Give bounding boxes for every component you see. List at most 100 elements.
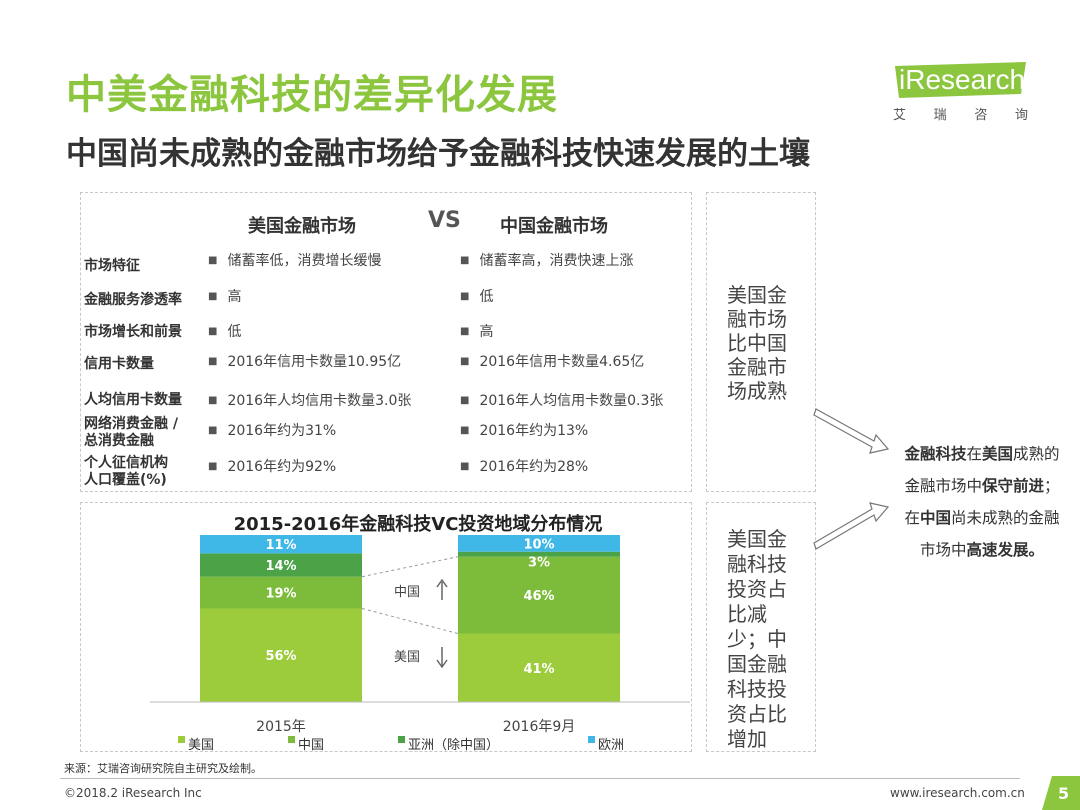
page-number: 5: [1058, 784, 1070, 803]
us-cell: 高: [208, 286, 241, 306]
legend-swatch: [398, 736, 405, 743]
cn-market-header: 中国金融市场: [500, 216, 608, 237]
pointer-arrows: [813, 408, 890, 550]
conclusion-text: 高速发展。: [966, 541, 1045, 559]
data-label: 19%: [265, 587, 296, 602]
cn-cell: 2016年约为13%: [460, 420, 588, 440]
row-label: 网络消费金融 / 总消费金融: [84, 416, 178, 449]
row-label: 信用卡数量: [84, 356, 154, 372]
annotation-label: 中国: [394, 585, 420, 600]
bar-segment: [200, 608, 362, 702]
conclusion-text: 中国: [919, 509, 951, 527]
x-tick-label: 2016年9月: [503, 719, 576, 735]
side-note-2: 美国金融科技投资占比减少；中国金融科技投资占比增加: [727, 527, 787, 751]
data-label: 14%: [265, 559, 296, 574]
us-cell: 2016年信用卡数量10.95亿: [208, 351, 401, 371]
connector-line: [361, 556, 459, 578]
vc-distribution-chart: 2015-2016年金融科技VC投资地域分布情况 56% 19% 14% 11% 2015…: [150, 513, 690, 753]
arrow-up-icon: [436, 578, 448, 600]
vs-label: VS: [428, 208, 461, 233]
bar-segment: [458, 556, 620, 634]
logo-cn-char: 艾: [893, 108, 907, 123]
us-cell: 2016年约为92%: [208, 456, 336, 476]
conclusion-text: 成熟的: [1013, 445, 1060, 463]
side-note-1: 美国金融市场比中国金融市场成熟: [727, 283, 787, 403]
bar-segment: [458, 551, 620, 557]
logo-banner-icon: [895, 62, 1026, 98]
website: www.iresearch.com.cn: [890, 786, 1025, 800]
side-note-panel-1: 美国金融市场比中国金融市场成熟: [706, 192, 816, 492]
conclusion-line-2: 金融市场中保守前进；: [884, 470, 1080, 502]
conclusion-line-4: 市场中高速发展。: [884, 534, 1080, 566]
data-label: 11%: [265, 538, 296, 553]
us-cell: 2016年约为31%: [208, 420, 336, 440]
us-market-header: 美国金融市场: [248, 216, 356, 237]
conclusion-text: 市场中: [919, 541, 967, 559]
source-note: 来源：艾瑞咨询研究院自主研究及绘制。: [64, 762, 262, 775]
chart-panel: [80, 502, 692, 752]
legend-label: 中国: [298, 738, 324, 753]
us-cell: 储蓄率低，消费增长缓慢: [208, 250, 381, 270]
row-label: 个人征信机构 人口覆盖(%): [84, 455, 168, 488]
page-number-tab: 5: [1042, 776, 1080, 810]
cn-cell: 低: [460, 286, 493, 306]
cn-cell: 储蓄率高，消费快速上涨: [460, 250, 633, 270]
connector-line: [361, 607, 459, 635]
logo-word-i: i: [899, 64, 906, 95]
iresearch-logo: iResearch 艾 瑞 咨 询: [893, 60, 1028, 130]
conclusion-line-1: 金融科技在美国成熟的: [884, 438, 1080, 470]
bar-segment: [200, 553, 362, 577]
data-label: 3%: [528, 556, 550, 571]
data-label: 41%: [523, 662, 554, 677]
conclusion-text: 金融科技在美国成熟的 金融市场中保守前进； 在中国尚未成熟的金融 市场中高速发展…: [884, 438, 1080, 566]
logo-cn-char: 咨: [974, 108, 988, 123]
legend-label: 亚洲（除中国）: [408, 738, 499, 753]
data-label: 46%: [523, 589, 554, 604]
annotation-label: 美国: [394, 650, 420, 665]
conclusion-text: 美国: [982, 445, 1014, 463]
cn-cell: 高: [460, 321, 493, 341]
logo-cn-char: 瑞: [933, 108, 947, 123]
bar-segment: [458, 535, 620, 552]
cn-cell: 2016年约为28%: [460, 456, 588, 476]
page-subtitle: 中国尚未成熟的金融市场给予金融科技快速发展的土壤: [66, 136, 810, 172]
conclusion-text: 金融市场中: [904, 477, 982, 495]
bar-segment: [200, 576, 362, 609]
conclusion-line-3: 在中国尚未成熟的金融: [884, 502, 1080, 534]
logo-cn-char: 询: [1014, 108, 1028, 123]
bar-segment: [458, 633, 620, 702]
bar-segment: [200, 535, 362, 554]
legend-swatch: [178, 736, 185, 743]
row-label: 市场增长和前景: [84, 324, 182, 340]
footer-divider: [60, 778, 1020, 779]
legend-label: 美国: [188, 738, 214, 753]
conclusion-text: 尚未成熟的金融: [951, 509, 1060, 527]
conclusion-text: ；: [1044, 477, 1060, 495]
arrow-down-right-icon: [813, 408, 890, 454]
arrow-down-icon: [436, 647, 448, 669]
conclusion-text: 在: [904, 509, 920, 527]
row-label: 人均信用卡数量: [84, 392, 182, 408]
cn-cell: 2016年信用卡数量4.65亿: [460, 351, 644, 371]
conclusion-text: 保守前进: [981, 477, 1044, 495]
x-tick-label: 2015年: [256, 719, 306, 735]
us-cell: 低: [208, 321, 241, 341]
page-tab-icon: [1042, 776, 1080, 810]
us-cell: 2016年人均信用卡数量3.0张: [208, 390, 411, 410]
row-label: 市场特征: [84, 258, 140, 274]
row-label: 金融服务渗透率: [84, 292, 182, 308]
legend-swatch: [288, 736, 295, 743]
conclusion-text: 金融科技: [904, 445, 967, 463]
logo-wordmark: iResearch: [899, 64, 1025, 96]
comparison-panel: [80, 192, 692, 492]
chart-title: 2015-2016年金融科技VC投资地域分布情况: [234, 513, 603, 535]
legend-label: 欧洲: [598, 738, 624, 753]
copyright: ©2018.2 iResearch Inc: [64, 786, 202, 800]
conclusion-text: 在: [966, 445, 982, 463]
page-title: 中美金融科技的差异化发展: [66, 72, 558, 118]
arrow-up-right-icon: [813, 502, 890, 550]
logo-word-research: Research: [905, 64, 1026, 95]
logo-chinese: 艾 瑞 咨 询: [893, 104, 1028, 123]
cn-cell: 2016年人均信用卡数量0.3张: [460, 390, 663, 410]
data-label: 10%: [523, 537, 554, 552]
